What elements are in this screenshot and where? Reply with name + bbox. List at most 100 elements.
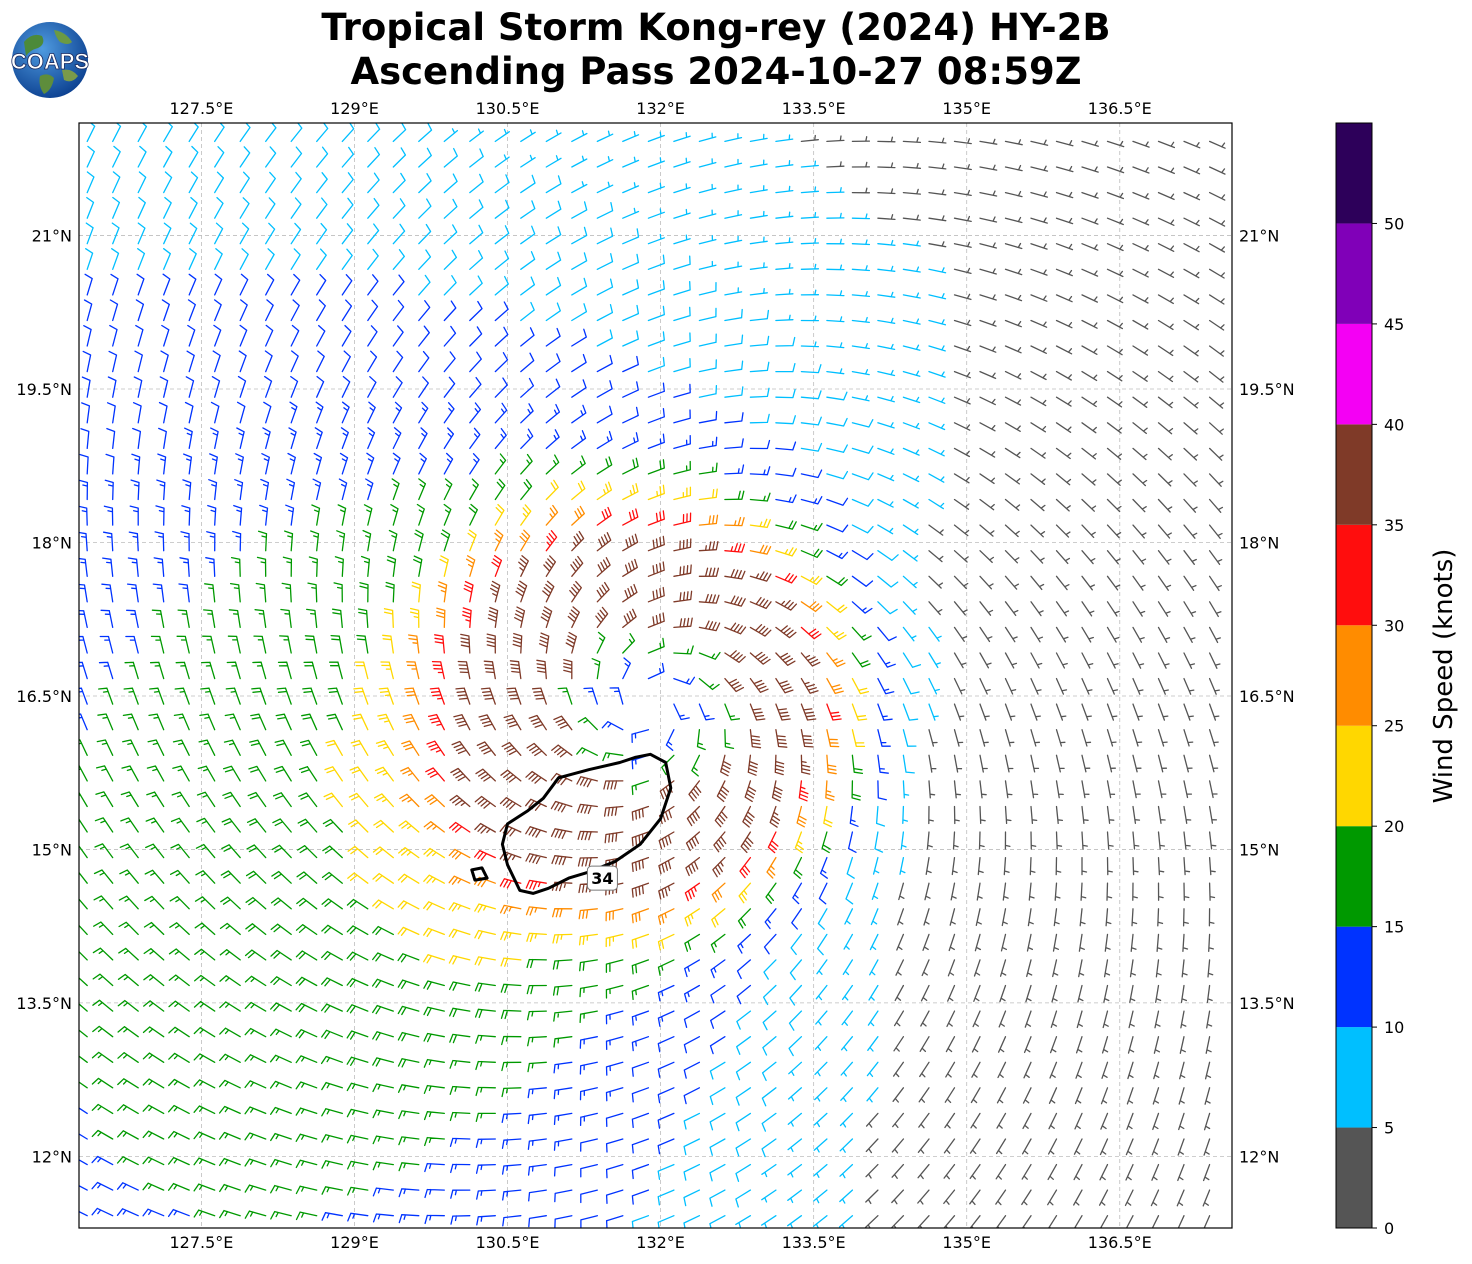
wind-barb bbox=[469, 224, 484, 245]
wind-barb bbox=[474, 1008, 496, 1019]
wind-barb bbox=[79, 635, 88, 654]
wind-barb bbox=[1183, 550, 1197, 565]
wind-barb bbox=[239, 171, 250, 194]
wind-barb bbox=[698, 333, 717, 347]
wind-barb bbox=[372, 1161, 394, 1171]
lon-tick-label-bottom: 133.5°E bbox=[782, 1233, 846, 1252]
wind-barb bbox=[1100, 1112, 1109, 1130]
wind-barb bbox=[380, 661, 394, 680]
lon-tick-label-top: 130.5°E bbox=[476, 99, 540, 118]
wind-barb bbox=[367, 248, 379, 270]
wind-barb bbox=[475, 1138, 496, 1148]
wind-barb bbox=[571, 530, 585, 552]
wind-barb bbox=[553, 1138, 573, 1151]
wind-barb bbox=[1128, 1010, 1135, 1029]
wind-barb bbox=[749, 439, 771, 450]
wind-barb bbox=[1055, 652, 1068, 669]
wind-barb bbox=[605, 1189, 624, 1204]
wind-barb bbox=[265, 299, 274, 322]
wind-barb bbox=[520, 479, 533, 501]
wind-barb bbox=[397, 1031, 420, 1042]
wind-barb bbox=[928, 396, 946, 404]
wind-barb bbox=[188, 273, 197, 296]
wind-barb bbox=[1157, 447, 1173, 461]
wind-barb bbox=[545, 429, 560, 450]
wind-barb bbox=[953, 473, 970, 484]
wind-barb bbox=[580, 1163, 598, 1178]
wind-barb bbox=[1157, 396, 1174, 409]
wind-barb bbox=[609, 687, 624, 705]
wind-barb bbox=[1203, 1138, 1211, 1156]
wind-barb bbox=[1208, 243, 1226, 253]
wind-barb bbox=[877, 626, 897, 642]
wind-barb bbox=[571, 430, 587, 450]
wind-barb bbox=[487, 606, 499, 629]
wind-barb bbox=[665, 729, 675, 751]
wind-barb bbox=[851, 395, 870, 402]
wind-barb bbox=[800, 263, 820, 270]
lon-tick-label-top: 132°E bbox=[636, 99, 685, 118]
wind-barb bbox=[321, 1160, 343, 1169]
wind-barb bbox=[290, 197, 302, 219]
wind-barb bbox=[367, 299, 379, 322]
wind-barb bbox=[545, 251, 562, 270]
wind-barb bbox=[953, 396, 971, 405]
colorbar-bin bbox=[1336, 1027, 1372, 1128]
wind-barb bbox=[96, 739, 114, 756]
wind-barb bbox=[851, 343, 870, 350]
wind-barb bbox=[372, 925, 394, 936]
wind-barb bbox=[622, 406, 639, 424]
wind-barb bbox=[788, 1010, 803, 1031]
wind-barb bbox=[137, 123, 148, 143]
wind-barb bbox=[1004, 780, 1013, 799]
wind-barb bbox=[469, 128, 484, 143]
wind-barb bbox=[578, 908, 598, 920]
wind-barb bbox=[969, 1189, 981, 1206]
wind-barb bbox=[749, 677, 769, 693]
wind-barb bbox=[1132, 396, 1148, 408]
wind-barb bbox=[851, 419, 874, 428]
wind-barb bbox=[953, 138, 972, 145]
wind-barb bbox=[918, 1087, 930, 1103]
wind-barb bbox=[397, 953, 420, 963]
wind-barb bbox=[316, 350, 325, 373]
wind-barb bbox=[298, 792, 318, 808]
wind-barb bbox=[520, 251, 536, 270]
wind-barbs bbox=[79, 123, 1226, 1228]
wind-barb bbox=[79, 505, 88, 526]
wind-barb bbox=[605, 984, 624, 999]
wind-barb bbox=[1183, 780, 1193, 799]
wind-barb bbox=[142, 1208, 165, 1217]
wind-barb bbox=[1204, 1087, 1211, 1105]
wind-barb bbox=[877, 575, 899, 588]
wind-barb bbox=[1183, 601, 1197, 617]
wind-barb bbox=[103, 505, 114, 526]
wind-barb bbox=[673, 281, 691, 296]
wind-barb bbox=[236, 427, 245, 450]
wind-barb bbox=[596, 227, 614, 245]
wind-barb bbox=[631, 729, 650, 744]
lon-tick-label-top: 136.5°E bbox=[1088, 99, 1152, 118]
wind-barb bbox=[1025, 984, 1032, 1003]
wind-barb bbox=[465, 555, 476, 577]
coaps-logo: COAPS bbox=[10, 20, 90, 100]
wind-barb bbox=[290, 248, 301, 270]
wind-barb bbox=[467, 529, 477, 552]
wind-barb bbox=[657, 1138, 675, 1155]
wind-barb bbox=[519, 529, 531, 552]
wind-barb bbox=[738, 882, 752, 904]
wind-barb bbox=[851, 265, 871, 272]
wind-barb bbox=[552, 908, 573, 918]
wind-barb bbox=[270, 897, 292, 910]
wind-barb bbox=[469, 402, 482, 424]
wind-barb bbox=[747, 754, 758, 776]
wind-barb bbox=[245, 923, 267, 936]
wind-barb bbox=[494, 352, 509, 373]
wind-barb bbox=[580, 1138, 598, 1152]
wind-barb bbox=[285, 504, 295, 526]
wind-barb bbox=[474, 849, 496, 861]
wind-barb bbox=[1106, 882, 1113, 901]
wind-barb bbox=[826, 316, 845, 323]
wind-barb bbox=[1030, 703, 1041, 721]
wind-barb bbox=[263, 401, 272, 424]
